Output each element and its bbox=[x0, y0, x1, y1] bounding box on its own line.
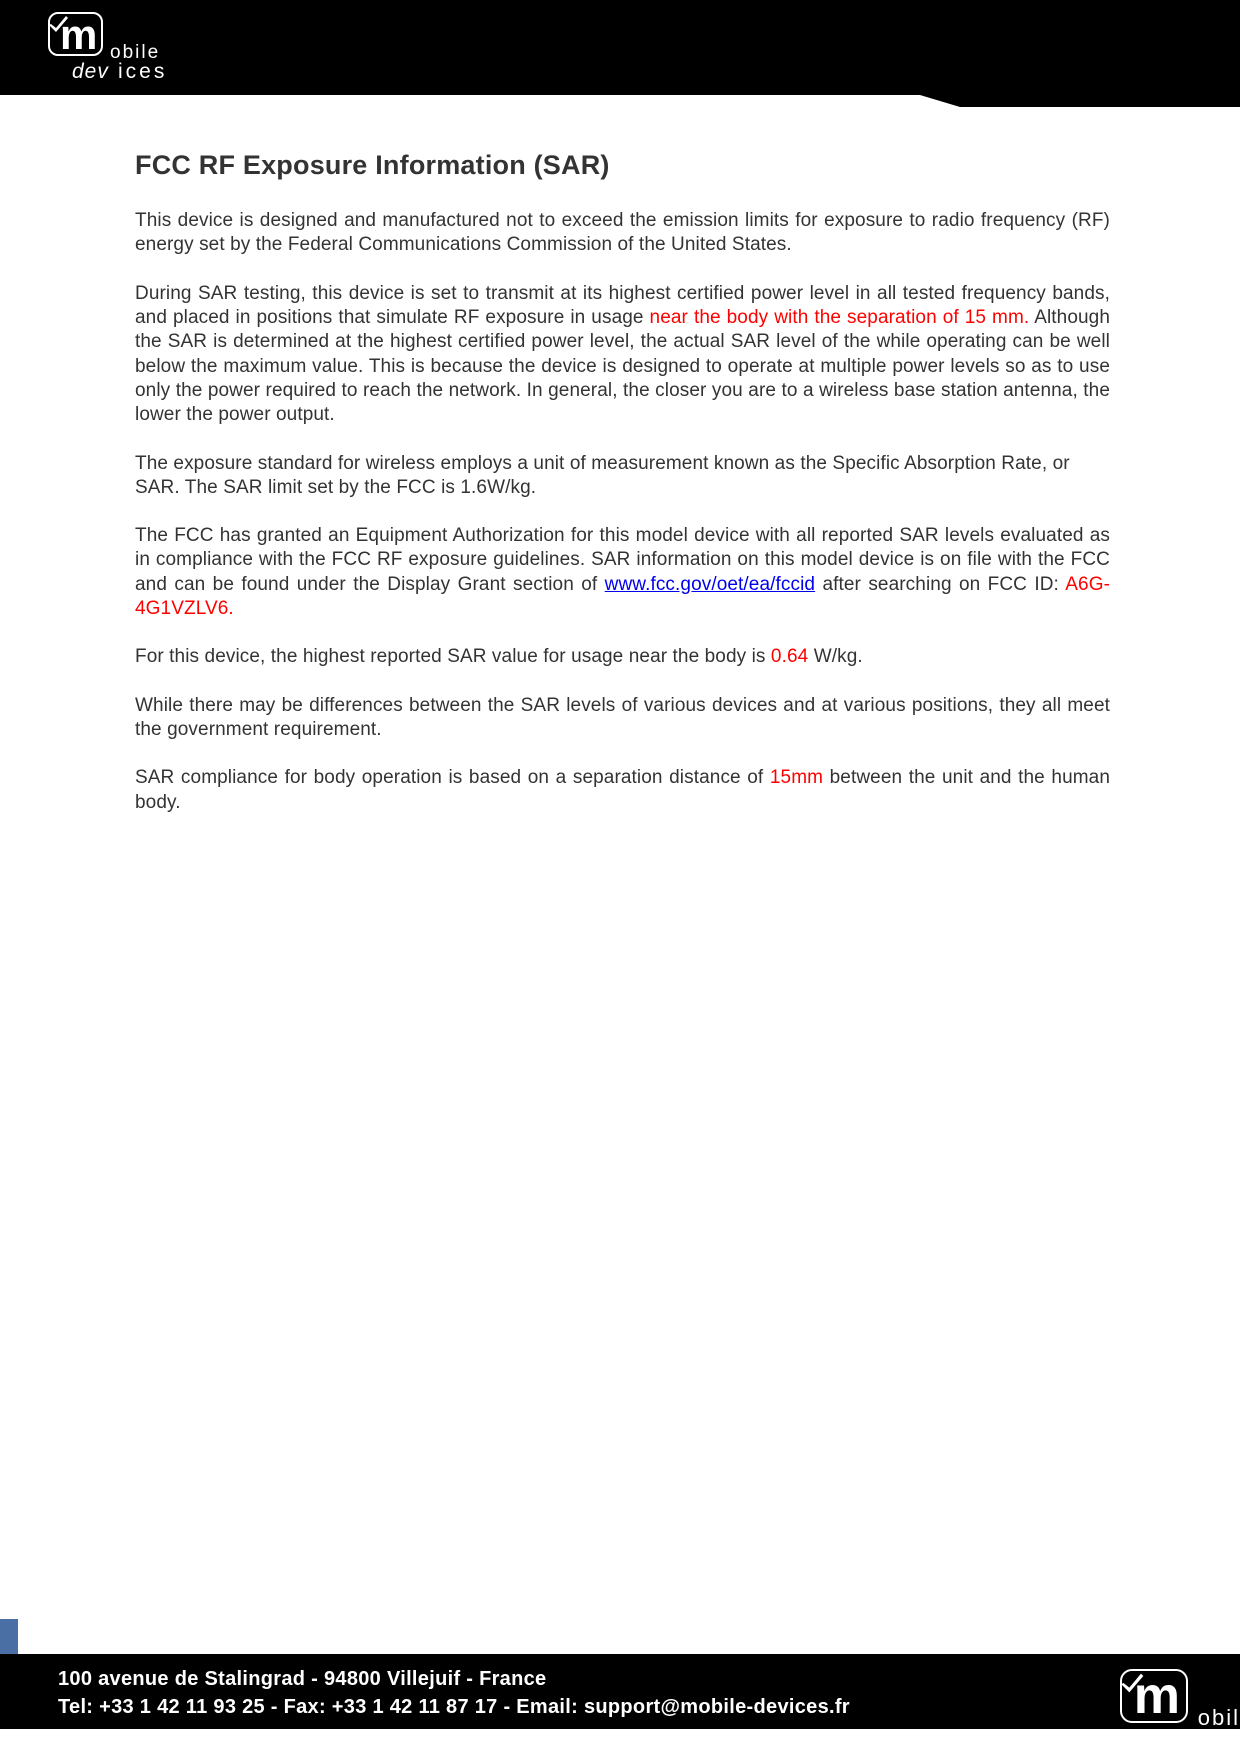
footer-address: 100 avenue de Stalingrad - 94800 Villeju… bbox=[58, 1665, 850, 1693]
p5-text-a: For this device, the highest reported SA… bbox=[135, 646, 771, 667]
checkmark-icon bbox=[1120, 1669, 1148, 1697]
page-title: FCC RF Exposure Information (SAR) bbox=[135, 150, 1110, 181]
fcc-link[interactable]: www.fcc.gov/oet/ea/fccid bbox=[605, 574, 815, 595]
logo-text-ices-bottom: ices bbox=[1206, 1727, 1240, 1756]
logo-box: m bbox=[48, 12, 103, 56]
p7-text-a: SAR compliance for body operation is bas… bbox=[135, 767, 770, 788]
footer-contact-block: 100 avenue de Stalingrad - 94800 Villeju… bbox=[58, 1665, 850, 1721]
logo-text-ices: ices bbox=[118, 60, 167, 84]
document-content: FCC RF Exposure Information (SAR) This d… bbox=[0, 95, 1240, 815]
separation-distance-highlight: 15mm bbox=[770, 767, 823, 788]
logo-box-bottom: m bbox=[1120, 1669, 1188, 1723]
paragraph-compliance: SAR compliance for body operation is bas… bbox=[135, 766, 1110, 815]
sar-value-highlight: 0.64 bbox=[771, 646, 808, 667]
paragraph-sar-limit: The exposure standard for wireless emplo… bbox=[135, 452, 1110, 501]
footer-contact: Tel: +33 1 42 11 93 25 - Fax: +33 1 42 1… bbox=[58, 1693, 850, 1721]
p5-text-b: W/kg. bbox=[808, 646, 862, 667]
paragraph-sar-value: For this device, the highest reported SA… bbox=[135, 645, 1110, 669]
logo-text-dev: dev bbox=[72, 60, 109, 84]
page-header: m obile dev ices bbox=[0, 0, 1240, 95]
paragraph-differences: While there may be differences between t… bbox=[135, 694, 1110, 743]
header-notch-decoration bbox=[960, 95, 1240, 107]
brand-logo-bottom: m obile dev ices bbox=[1120, 1669, 1188, 1723]
checkmark-icon bbox=[48, 12, 72, 36]
paragraph-fcc-grant: The FCC has granted an Equipment Authori… bbox=[135, 524, 1110, 621]
brand-logo-top: m obile dev ices bbox=[48, 12, 103, 56]
logo-text-dev-bottom: dev bbox=[1150, 1727, 1193, 1756]
paragraph-intro: This device is designed and manufactured… bbox=[135, 209, 1110, 258]
p4-text-b: after searching on FCC ID: bbox=[815, 574, 1065, 595]
p2-separation-highlight: near the body with the separation of 15 … bbox=[650, 307, 1030, 328]
paragraph-sar-testing: During SAR testing, this device is set t… bbox=[135, 282, 1110, 428]
page-footer: 100 avenue de Stalingrad - 94800 Villeju… bbox=[0, 1654, 1240, 1729]
